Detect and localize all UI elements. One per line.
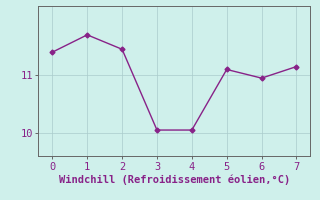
X-axis label: Windchill (Refroidissement éolien,°C): Windchill (Refroidissement éolien,°C) xyxy=(59,174,290,185)
